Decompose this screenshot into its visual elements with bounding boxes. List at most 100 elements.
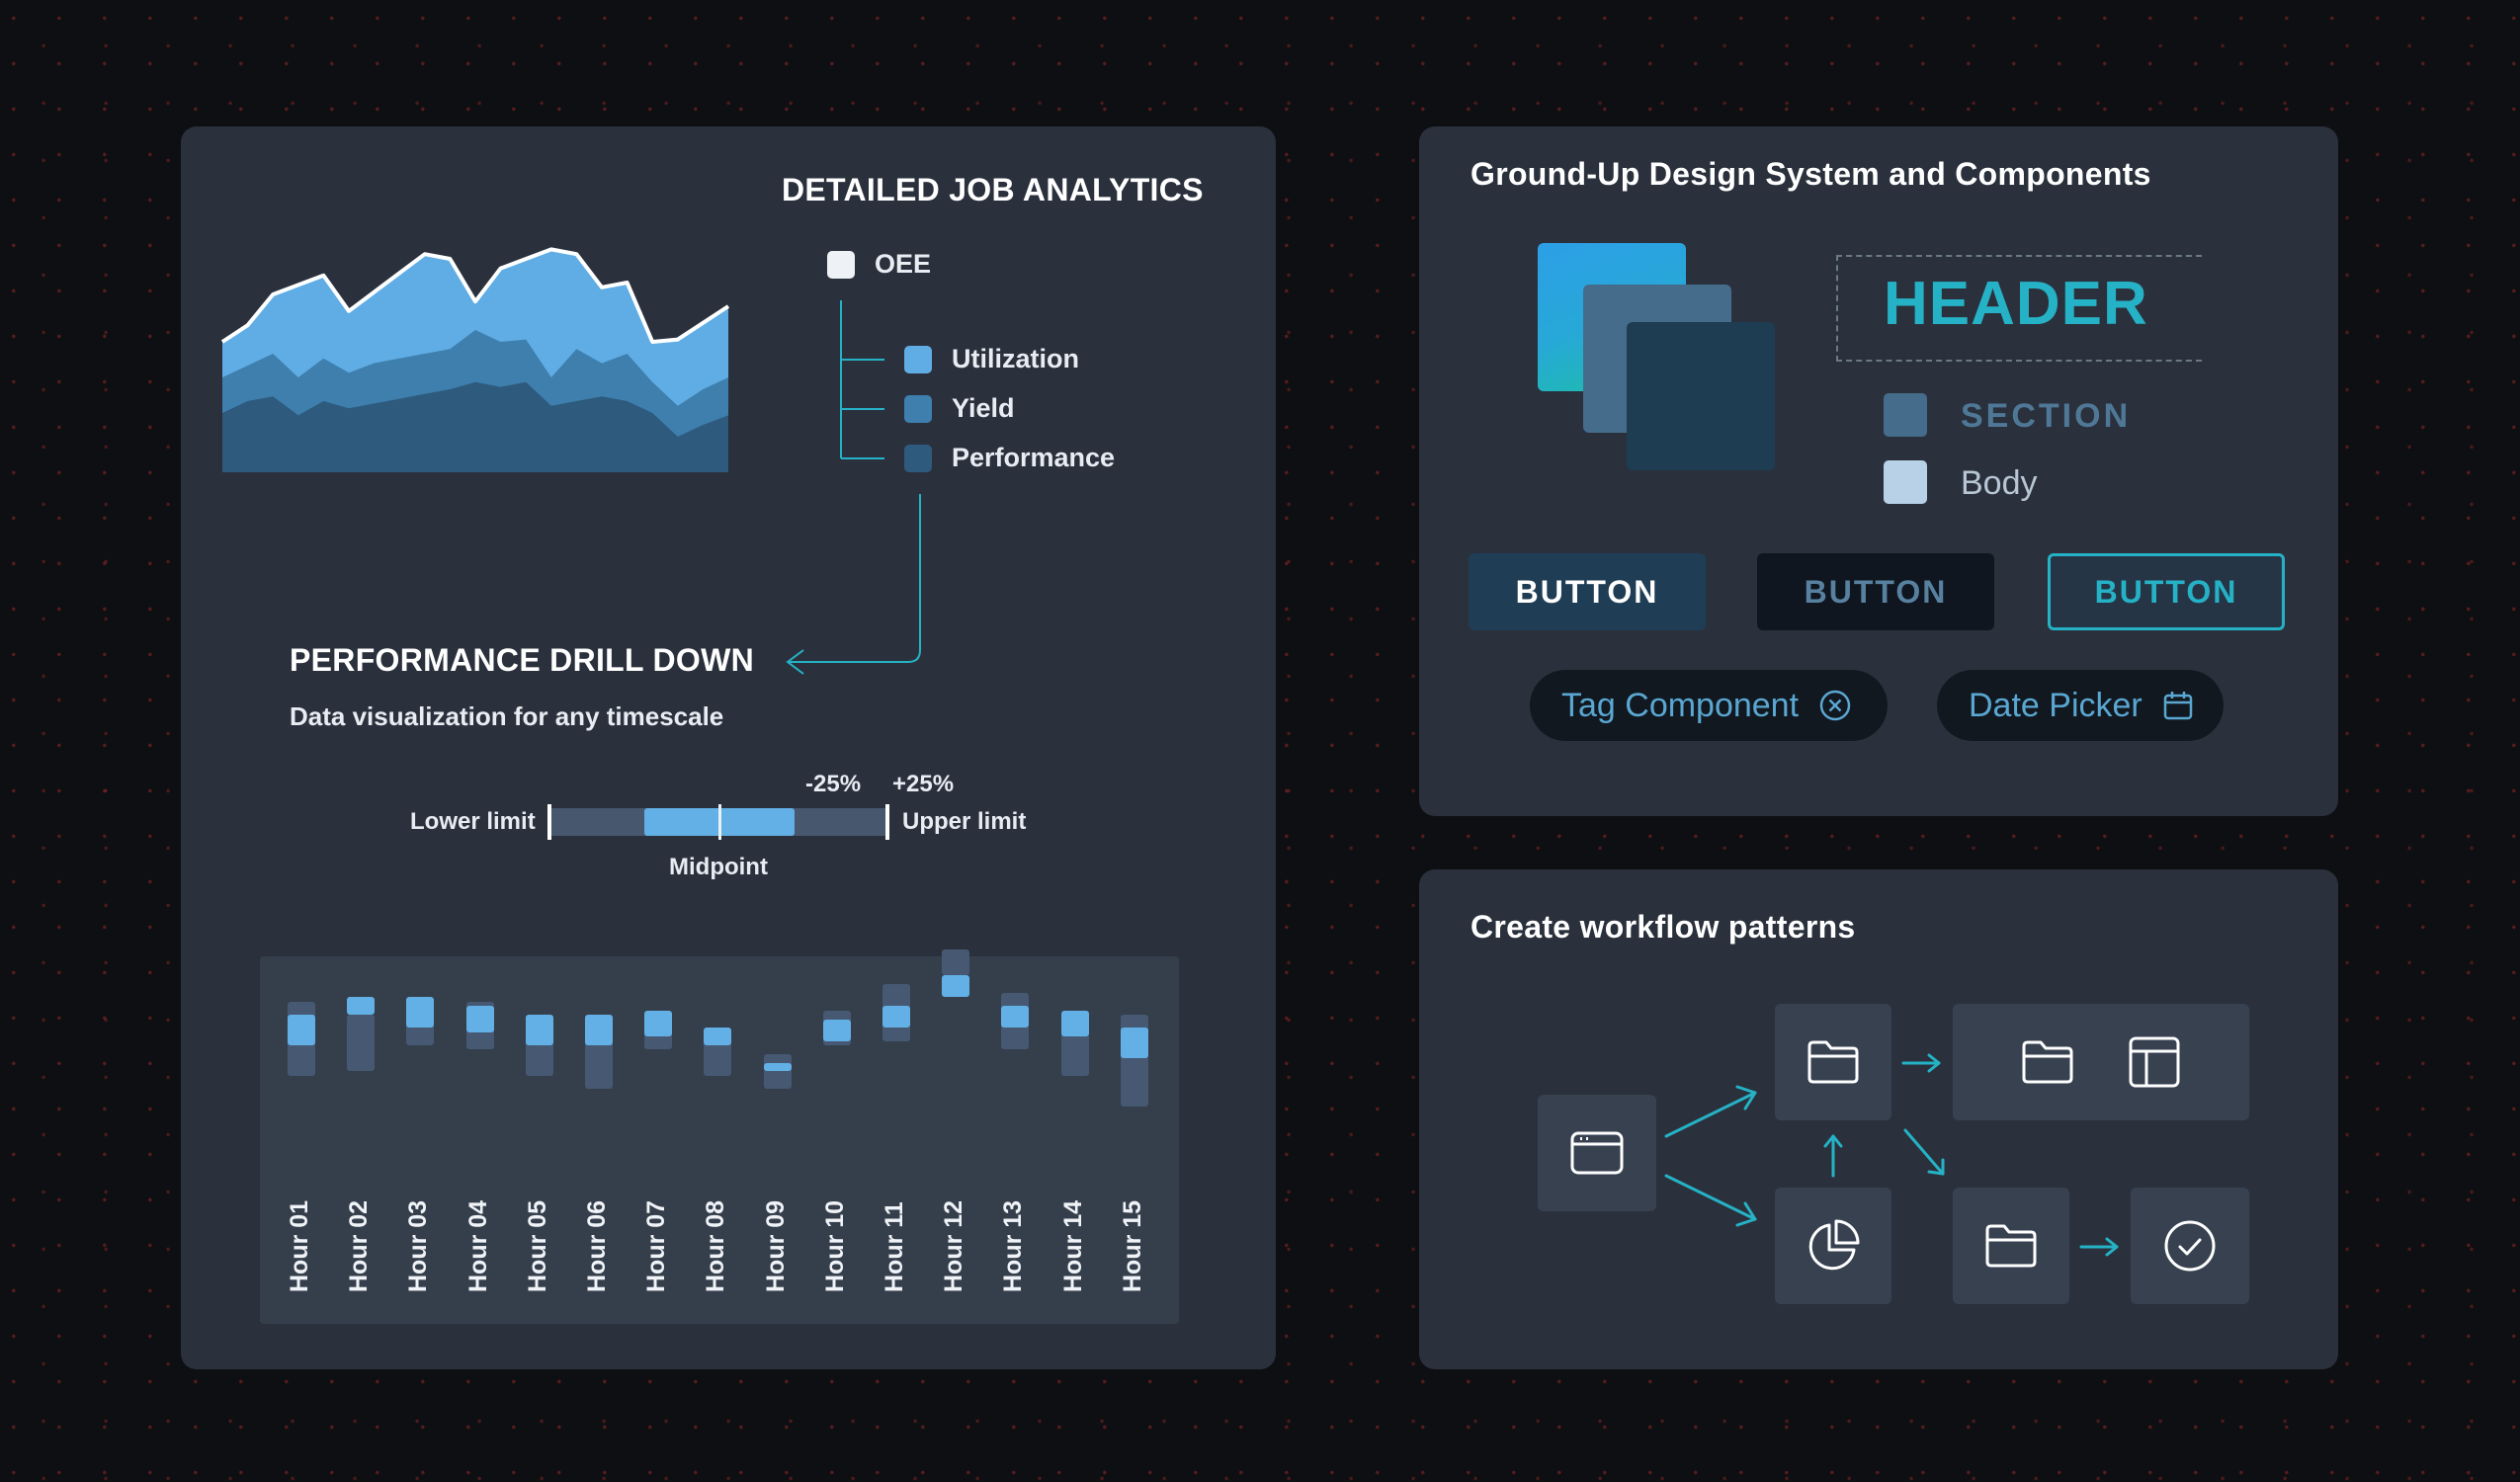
- analytics-panel: DETAILED JOB ANALYTICS OEE Utilization Y…: [181, 126, 1276, 1369]
- bar-core[interactable]: [644, 1010, 673, 1037]
- bar-core[interactable]: [704, 1028, 732, 1045]
- lower-limit-label: Lower limit: [410, 808, 536, 835]
- hour-label: Hour 08: [702, 1199, 730, 1292]
- close-circle-icon[interactable]: [1818, 689, 1852, 722]
- primary-button[interactable]: BUTTON: [1469, 553, 1706, 630]
- bar-core[interactable]: [347, 997, 376, 1016]
- bar-column[interactable]: [1001, 956, 1030, 1324]
- bar-core[interactable]: [525, 1015, 553, 1045]
- bar-core[interactable]: [763, 1062, 792, 1072]
- bar-core[interactable]: [406, 997, 435, 1029]
- bar-range[interactable]: [704, 1040, 732, 1076]
- legend-tree-lines: [786, 300, 921, 675]
- hourly-bar-chart: Hour 01 Hour 02 Hour 03 Hour 04 Hour 05 Hour …: [260, 948, 1179, 1324]
- midpoint-marker[interactable]: [718, 804, 721, 840]
- workflow-window-node[interactable]: [1538, 1095, 1656, 1211]
- hour-label: Hour 02: [345, 1199, 374, 1292]
- outline-button[interactable]: BUTTON: [2048, 553, 2285, 630]
- bar-column[interactable]: [465, 956, 494, 1324]
- dark-card: [1627, 322, 1775, 470]
- legend-utilization-swatch[interactable]: [904, 346, 932, 373]
- bar-core[interactable]: [942, 975, 970, 998]
- hour-label: Hour 11: [881, 1201, 908, 1292]
- date-picker[interactable]: Date Picker: [1937, 670, 2224, 741]
- workflow-folder-node[interactable]: [1775, 1004, 1891, 1120]
- pie-chart-icon: [1808, 1219, 1860, 1271]
- hour-label: Hour 15: [1118, 1199, 1146, 1292]
- bar-column[interactable]: [704, 956, 732, 1324]
- bar-column[interactable]: [1120, 956, 1148, 1324]
- bar-column[interactable]: [406, 956, 435, 1324]
- check-circle-icon: [2164, 1220, 2216, 1272]
- hour-label: Hour 01: [286, 1199, 313, 1292]
- calendar-icon[interactable]: [2162, 690, 2194, 721]
- bar-core[interactable]: [1120, 1028, 1148, 1059]
- legend-utilization-label: Utilization: [952, 344, 1079, 373]
- bar-column[interactable]: [525, 956, 553, 1324]
- section-swatch: [1884, 393, 1927, 437]
- bar-core[interactable]: [882, 1006, 910, 1029]
- browser-window-icon: [1570, 1131, 1624, 1175]
- bar-column[interactable]: [822, 956, 851, 1324]
- bar-range[interactable]: [763, 1053, 792, 1090]
- bar-core[interactable]: [585, 1015, 613, 1045]
- folder-icon: [1807, 1040, 1859, 1084]
- lower-limit-handle[interactable]: [547, 804, 551, 840]
- section-sample-text: SECTION: [1961, 397, 2132, 435]
- body-swatch: [1884, 460, 1927, 504]
- workflow-panel: Create workflow patterns: [1419, 869, 2338, 1369]
- legend-yield-label: Yield: [952, 393, 1015, 423]
- bar-range[interactable]: [347, 1015, 376, 1072]
- workflow-folder-node-2[interactable]: [1953, 1188, 2069, 1304]
- legend-performance-swatch[interactable]: [904, 445, 932, 472]
- legend-yield-swatch[interactable]: [904, 395, 932, 423]
- bar-column[interactable]: [882, 956, 910, 1324]
- dark-button[interactable]: BUTTON: [1757, 553, 1994, 630]
- layout-icon: [2129, 1036, 2180, 1088]
- hour-label: Hour 04: [463, 1199, 492, 1292]
- bar-core[interactable]: [288, 1015, 315, 1045]
- workflow-folder-layout-node[interactable]: [1953, 1004, 2249, 1120]
- legend-oee-swatch[interactable]: [827, 251, 855, 279]
- bar-column[interactable]: [763, 956, 792, 1324]
- bar-core[interactable]: [465, 1006, 494, 1032]
- legend-performance-label: Performance: [952, 443, 1116, 472]
- bar-column[interactable]: [288, 956, 315, 1324]
- upper-limit-label: Upper limit: [902, 808, 1027, 835]
- design-system-panel: Ground-Up Design System and Components H…: [1419, 126, 2338, 816]
- bar-core[interactable]: [1001, 1006, 1030, 1029]
- bar-column[interactable]: [942, 948, 970, 1324]
- area-chart: [220, 247, 730, 472]
- hour-label: Hour 09: [761, 1199, 790, 1292]
- date-picker-label: Date Picker: [1969, 686, 2142, 724]
- area-series-performance[interactable]: [222, 381, 728, 472]
- drill-down-title: PERFORMANCE DRILL DOWN: [290, 642, 754, 678]
- bar-column[interactable]: [1060, 956, 1089, 1324]
- area-series-outline: [220, 247, 730, 344]
- hour-label: Hour 03: [404, 1199, 433, 1292]
- workflow-chart-node[interactable]: [1775, 1188, 1891, 1304]
- workflow-title: Create workflow patterns: [1470, 909, 1856, 945]
- bar-column[interactable]: [644, 956, 673, 1324]
- bar-core[interactable]: [822, 1019, 851, 1041]
- drill-down-subtitle: Data visualization for any timescale: [290, 701, 724, 731]
- hour-label: Hour 07: [642, 1199, 671, 1292]
- tag-component[interactable]: Tag Component: [1530, 670, 1888, 741]
- upper-limit-handle[interactable]: [885, 804, 889, 840]
- bar-range[interactable]: [942, 948, 970, 976]
- header-sample-box: [1836, 255, 2202, 362]
- folder-icon: [1985, 1224, 2037, 1268]
- hour-label: Hour 10: [820, 1199, 849, 1292]
- workflow-complete-node[interactable]: [2131, 1188, 2249, 1304]
- bar-column[interactable]: [585, 956, 613, 1324]
- bar-column[interactable]: [347, 956, 376, 1324]
- midpoint-label: Midpoint: [669, 854, 768, 880]
- folder-icon: [2022, 1040, 2073, 1084]
- hour-label: Hour 05: [523, 1199, 551, 1292]
- body-sample-text: Body: [1961, 464, 2038, 502]
- bar-core[interactable]: [1060, 1010, 1089, 1037]
- hour-label: Hour 06: [583, 1199, 611, 1292]
- hour-label: Hour 12: [940, 1199, 968, 1292]
- analytics-title: DETAILED JOB ANALYTICS: [782, 172, 1204, 207]
- tag-component-label: Tag Component: [1561, 686, 1800, 724]
